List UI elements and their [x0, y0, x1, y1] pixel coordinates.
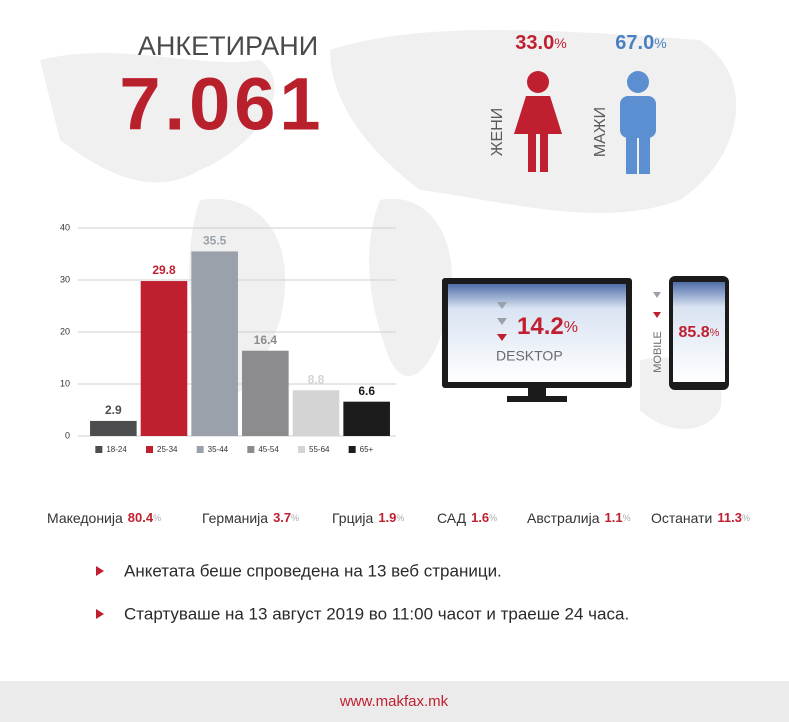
mobile-value: 85.8 [679, 324, 710, 341]
country-stat: САД 1.6% [437, 510, 497, 526]
bar [242, 350, 289, 436]
mobile-icon [653, 276, 729, 390]
bar-value-label: 29.8 [152, 263, 176, 277]
country-value: 1.9 [378, 510, 396, 525]
desktop-label: DESKTOP [496, 348, 563, 364]
country-value: 80.4 [128, 510, 154, 525]
y-tick-label: 40 [60, 222, 70, 232]
legend-swatch [247, 446, 255, 453]
men-value: 67.0 [615, 32, 654, 54]
men-unit: % [654, 35, 666, 51]
bar-value-label: 35.5 [203, 234, 227, 248]
bullet [96, 609, 104, 619]
bar-value-label: 16.4 [254, 333, 278, 347]
country-stat: Грција 1.9% [332, 510, 404, 526]
legend-label: 18-24 [106, 445, 127, 454]
legend-swatch [348, 446, 356, 453]
desktop-icon [442, 278, 632, 402]
legend-label: 25-34 [157, 445, 178, 454]
footer-band [0, 681, 789, 722]
legend-label: 35-44 [208, 445, 229, 454]
women-unit: % [554, 35, 566, 51]
bar-value-label: 6.6 [358, 384, 375, 398]
legend-label: 55-64 [309, 445, 330, 454]
legend-swatch [95, 446, 103, 453]
desktop-value: 14.2 [517, 313, 564, 340]
bar [343, 401, 390, 436]
bar [292, 390, 340, 436]
country-stat: Останати 11.3% [651, 510, 750, 526]
women-label: ЖЕНИ [489, 108, 506, 157]
men-label: МАЖИ [592, 107, 609, 157]
y-tick-label: 0 [65, 430, 70, 440]
mobile-label: MOBILE [652, 331, 664, 373]
country-unit: % [489, 513, 497, 523]
country-name: Австралија [527, 510, 600, 526]
man-icon [620, 71, 656, 174]
mobile-unit: % [710, 327, 720, 339]
bar [140, 281, 188, 436]
mobile-share: 85.8% [679, 324, 720, 341]
bar [191, 251, 238, 436]
country-name: Останати [651, 510, 712, 526]
bullet [96, 566, 104, 576]
desktop-unit: % [564, 319, 578, 336]
country-value: 1.6 [471, 510, 489, 525]
country-stat: Австралија 1.1% [527, 510, 631, 526]
y-tick-label: 30 [60, 274, 70, 284]
women-value: 33.0 [515, 32, 554, 54]
country-value: 11.3 [717, 510, 742, 525]
y-tick-label: 20 [60, 326, 70, 336]
country-value: 3.7 [273, 510, 291, 525]
country-stat: Македонија 80.4% [47, 510, 161, 526]
women-share: 33.0% [515, 32, 566, 54]
bar-value-label: 8.8 [308, 372, 325, 386]
country-row: Македонија 80.4% Германија 3.7% Грција 1.9% СА… [47, 510, 750, 526]
survey-title: АНКЕТИРАНИ [138, 31, 318, 61]
legend-label: 45-54 [258, 445, 279, 454]
legend-swatch [298, 446, 305, 453]
age-chart: 0 10 20 30 40 2.9 18-24 29.8 25-34 35.5 35-44 16.4 4… [60, 222, 396, 454]
note: Анкетата беше спроведена на 13 веб стран… [124, 561, 502, 580]
country-unit: % [623, 513, 631, 523]
survey-total: 7.061 [119, 63, 324, 146]
legend-swatch [146, 446, 153, 453]
country-name: Грција [332, 510, 374, 526]
note: Стартуваше на 13 август 2019 во 11:00 ча… [124, 604, 629, 623]
woman-icon [514, 71, 562, 172]
desktop-share: 14.2% [517, 313, 578, 340]
footer-url: www.makfax.mk [339, 693, 449, 710]
country-stat: Германија 3.7% [202, 510, 299, 526]
country-name: Македонија [47, 510, 123, 526]
men-share: 67.0% [615, 32, 666, 54]
legend-label: 65+ [360, 445, 374, 454]
y-tick-label: 10 [60, 378, 70, 388]
country-unit: % [396, 513, 404, 523]
bar [90, 420, 137, 436]
country-unit: % [291, 513, 299, 523]
country-unit: % [742, 513, 750, 523]
country-name: Германија [202, 510, 268, 526]
legend-swatch [196, 446, 204, 453]
country-unit: % [153, 513, 161, 523]
country-value: 1.1 [605, 510, 623, 525]
bar-value-label: 2.9 [105, 403, 122, 417]
country-name: САД [437, 510, 467, 526]
